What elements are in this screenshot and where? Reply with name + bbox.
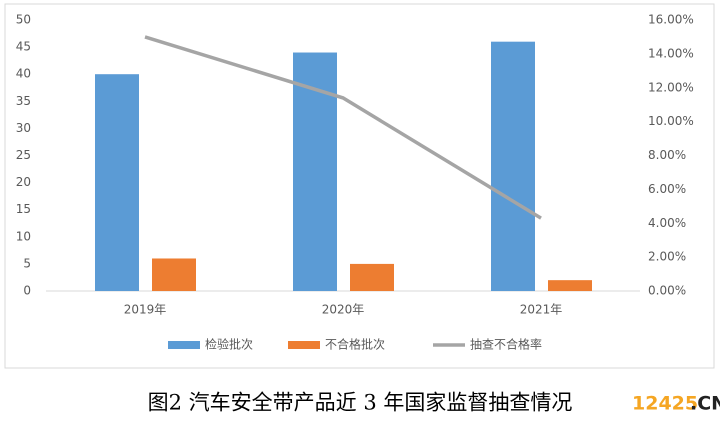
- bar: [350, 263, 394, 291]
- legend-label: 抽查不合格率: [470, 337, 542, 352]
- y2-tick-label: 6.00%: [648, 182, 686, 196]
- watermark: 12425: [632, 393, 698, 415]
- y-tick-label: 5: [23, 256, 31, 270]
- y2-tick-label: 14.00%: [648, 46, 694, 60]
- legend-swatch: [288, 341, 320, 349]
- y2-tick-label: 8.00%: [648, 148, 686, 162]
- y2-tick-label: 0.00%: [648, 284, 686, 298]
- chart-border: [4, 3, 715, 369]
- y-tick-label: 30: [16, 121, 31, 135]
- y2-tick-label: 12.00%: [648, 80, 694, 94]
- y-tick-label: 20: [16, 175, 31, 189]
- y2-tick-label: 4.00%: [648, 216, 686, 230]
- y-tick-label: 45: [16, 40, 31, 54]
- x-tick-label: 2019年: [124, 303, 167, 317]
- y-tick-label: 0: [23, 284, 31, 298]
- x-tick-label: 2020年: [322, 303, 365, 317]
- bar: [548, 280, 592, 291]
- y2-tick-label: 10.00%: [648, 114, 694, 128]
- bar: [95, 74, 139, 291]
- legend-label: 不合格批次: [325, 337, 385, 352]
- line: [144, 35, 542, 220]
- bar: [491, 41, 535, 292]
- y2-tick-label: 16.00%: [648, 13, 694, 27]
- y-tick-label: 35: [16, 94, 31, 108]
- x-tick-label: 2021年: [520, 303, 563, 317]
- legend-label: 检验批次: [205, 337, 253, 352]
- y-tick-label: 40: [16, 67, 31, 81]
- y-tick-label: 10: [16, 229, 31, 243]
- y-tick-label: 50: [16, 13, 31, 27]
- y-tick-label: 15: [16, 202, 31, 216]
- caption: 图2 汽车安全带产品近 3 年国家监督抽查情况: [148, 391, 573, 415]
- y-tick-label: 25: [16, 148, 31, 162]
- legend-swatch: [168, 341, 200, 349]
- y2-tick-label: 2.00%: [648, 250, 686, 264]
- watermark: .CN: [690, 393, 720, 415]
- bar: [152, 258, 196, 291]
